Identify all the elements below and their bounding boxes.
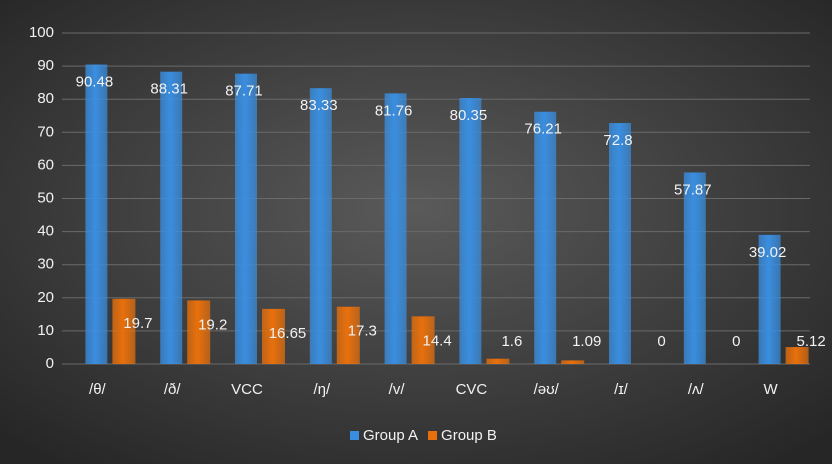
data-label: 14.4	[422, 332, 451, 349]
legend: Group A Group B	[350, 427, 497, 444]
bar	[534, 111, 557, 364]
data-label: 81.76	[375, 102, 413, 119]
x-tick-label: /əʊ/	[534, 381, 560, 398]
data-label: 72.8	[603, 132, 632, 149]
bar	[262, 308, 285, 364]
data-label: 0	[657, 333, 665, 350]
y-tick-label: 40	[37, 223, 54, 240]
bar	[160, 71, 183, 364]
bar	[459, 98, 482, 364]
x-tick-label: /θ/	[89, 381, 107, 398]
data-label: 19.2	[198, 316, 227, 333]
data-label: 39.02	[749, 244, 787, 261]
bar	[235, 73, 257, 364]
bar	[85, 64, 108, 364]
legend-swatch	[350, 431, 359, 440]
y-tick-label: 50	[37, 189, 54, 206]
data-label: 76.21	[524, 121, 562, 138]
x-tick-label: W	[764, 381, 779, 398]
bar	[112, 298, 136, 364]
x-tick-label: /v/	[389, 381, 406, 398]
y-tick-label: 90	[37, 57, 54, 74]
bar	[561, 360, 585, 364]
legend-label: Group B	[441, 427, 497, 444]
x-tick-label: /ð/	[164, 381, 182, 398]
bar	[758, 234, 781, 364]
y-tick-label: 60	[37, 156, 54, 173]
x-tick-label: /ɪ/	[614, 381, 629, 398]
bar	[609, 123, 631, 364]
data-label: 0	[732, 333, 740, 350]
bar	[411, 316, 435, 364]
bar	[384, 93, 407, 365]
bar	[785, 347, 809, 364]
data-label: 87.71	[225, 83, 263, 100]
data-label: 80.35	[450, 107, 488, 124]
y-tick-label: 70	[37, 123, 54, 140]
x-tick-label: /ŋ/	[313, 381, 331, 398]
legend-label: Group A	[363, 427, 418, 444]
bar	[336, 306, 360, 364]
data-label: 17.3	[348, 323, 377, 340]
x-tick-label: /ʌ/	[688, 381, 705, 398]
y-tick-label: 0	[46, 355, 54, 372]
x-tick-label: CVC	[456, 381, 488, 398]
y-tick-label: 20	[37, 289, 54, 306]
x-tick-label: VCC	[231, 381, 263, 398]
data-label: 83.33	[300, 97, 338, 114]
bar	[486, 358, 510, 364]
data-label: 57.87	[674, 181, 712, 198]
y-tick-label: 80	[37, 90, 54, 107]
y-tick-label: 10	[37, 322, 54, 339]
bar	[187, 300, 211, 364]
data-label: 90.48	[76, 73, 114, 90]
data-label: 19.7	[123, 315, 152, 332]
bar	[309, 88, 332, 364]
data-label: 1.09	[572, 333, 601, 350]
legend-swatch	[428, 431, 438, 440]
data-label: 16.65	[269, 325, 307, 342]
y-tick-label: 100	[29, 24, 54, 41]
data-label: 88.31	[150, 81, 188, 98]
bar	[683, 172, 706, 364]
data-label: 5.12	[796, 333, 825, 350]
y-tick-label: 30	[37, 256, 54, 273]
data-label: 1.6	[501, 333, 522, 350]
